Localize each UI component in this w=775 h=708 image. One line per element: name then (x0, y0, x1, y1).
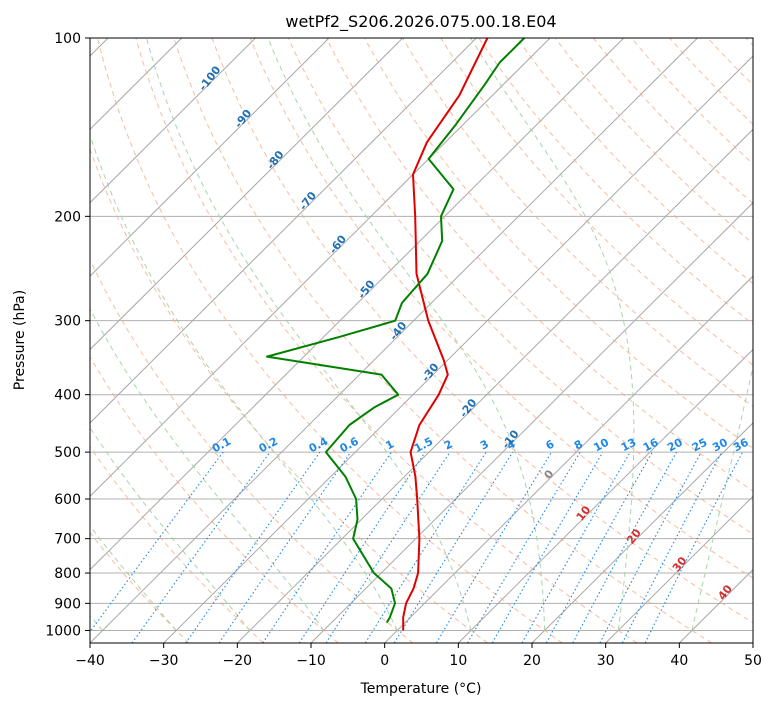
isotherm-line (90, 38, 551, 497)
moist-adiabat-line (90, 525, 177, 631)
isotherm-line (90, 38, 625, 571)
isotherm-line (531, 422, 753, 643)
x-axis-title: Temperature (°C) (360, 681, 482, 697)
x-tick-label: 0 (380, 653, 389, 669)
dry-adiabat-line (287, 38, 753, 535)
mixing-ratio-line (545, 451, 653, 643)
mixing-ratio-label: 25 (690, 436, 710, 455)
mixing-ratio-line (435, 451, 553, 643)
moist-adiabat-line (90, 133, 398, 631)
x-tick-label: −40 (75, 653, 105, 669)
dry-adiabat-line (211, 38, 753, 624)
mixing-ratio-line (325, 451, 451, 643)
temperature-profile-line (402, 38, 489, 631)
isotherm-line (90, 38, 698, 643)
dry-adiabat-line (90, 531, 190, 643)
dry-adiabat-line (364, 38, 753, 449)
y-tick-label: 200 (54, 209, 81, 225)
mixing-ratio-label: 13 (619, 436, 639, 455)
x-tick-label: 40 (670, 653, 688, 669)
isotherm-line (90, 38, 256, 204)
plot-frame (89, 37, 754, 644)
dry-adiabat-line (97, 38, 563, 643)
mixing-ratio-line (393, 451, 514, 643)
series-layer (266, 38, 526, 631)
mixing-ratio-line (467, 451, 581, 643)
x-tick-label: 50 (744, 653, 762, 669)
mixing-ratio-label: 10 (591, 436, 611, 455)
dry-adiabat-line (90, 355, 339, 643)
ticks-layer: −40 −30 −20 −10 0 10 20 30 40 50 100 200 300 400 500 60… (45, 31, 762, 669)
mixing-ratio-label: 36 (731, 436, 751, 455)
x-tick-label: −10 (296, 653, 326, 669)
isotherm-line (90, 38, 404, 351)
moist-adiabat-line (691, 364, 753, 631)
x-tick-label: −20 (223, 653, 253, 669)
isotherm-line (384, 275, 753, 643)
y-tick-label: 600 (54, 492, 81, 508)
moist-adiabat-line (267, 38, 546, 631)
mixing-ratio-line (131, 451, 271, 643)
x-tick-label: 30 (597, 653, 615, 669)
isotherm-line (163, 55, 753, 643)
dry-adiabat-line (554, 38, 753, 245)
y-tick-label: 900 (54, 596, 81, 612)
isotherm-line (236, 128, 753, 643)
moist-adiabat-line (470, 38, 635, 631)
mixing-ratio-line (491, 451, 604, 643)
y-tick-label: 500 (54, 445, 81, 461)
mixing-ratio-line (364, 451, 487, 643)
dry-adiabat-line (516, 38, 753, 285)
x-tick-label: 20 (523, 653, 541, 669)
y-tick-label: 100 (54, 31, 81, 47)
dry-adiabat-line (440, 38, 753, 366)
dewpoint-profile-line (266, 38, 526, 624)
mixing-ratio-line (521, 451, 631, 643)
isotherm-line (605, 495, 753, 643)
dry-adiabat-line (249, 38, 753, 579)
mixing-ratio-line (572, 451, 678, 643)
grid-layer (90, 38, 753, 643)
x-tick-label: 10 (449, 653, 467, 669)
isotherm-line (90, 38, 477, 424)
isotherm-line (90, 38, 330, 277)
mixing-ratio-line (218, 451, 352, 643)
mixing-ratio-label: 20 (665, 436, 685, 455)
y-axis-title: Pressure (hPa) (12, 290, 28, 390)
isotherm-line (457, 348, 753, 643)
y-tick-label: 1000 (45, 623, 81, 639)
dry-adiabat-line (135, 38, 638, 643)
dry-adiabat-line (90, 258, 414, 643)
chart-title: wetPf2_S206.2026.075.00.18.E04 (285, 12, 556, 32)
y-tick-label: 400 (54, 388, 81, 404)
dry-adiabat-line (325, 38, 753, 492)
mixing-ratio-label: 30 (710, 436, 730, 455)
y-tick-label: 300 (54, 314, 81, 330)
dry-adiabat-line (402, 38, 753, 408)
y-tick-label: 800 (54, 566, 81, 582)
moist-adiabat-line (90, 426, 251, 631)
dry-adiabat-line (592, 38, 753, 205)
mixing-ratio-line (185, 451, 321, 643)
y-tick-label: 700 (54, 532, 81, 548)
mixing-ratio-label: 16 (641, 436, 661, 455)
x-tick-label: −30 (149, 653, 179, 669)
